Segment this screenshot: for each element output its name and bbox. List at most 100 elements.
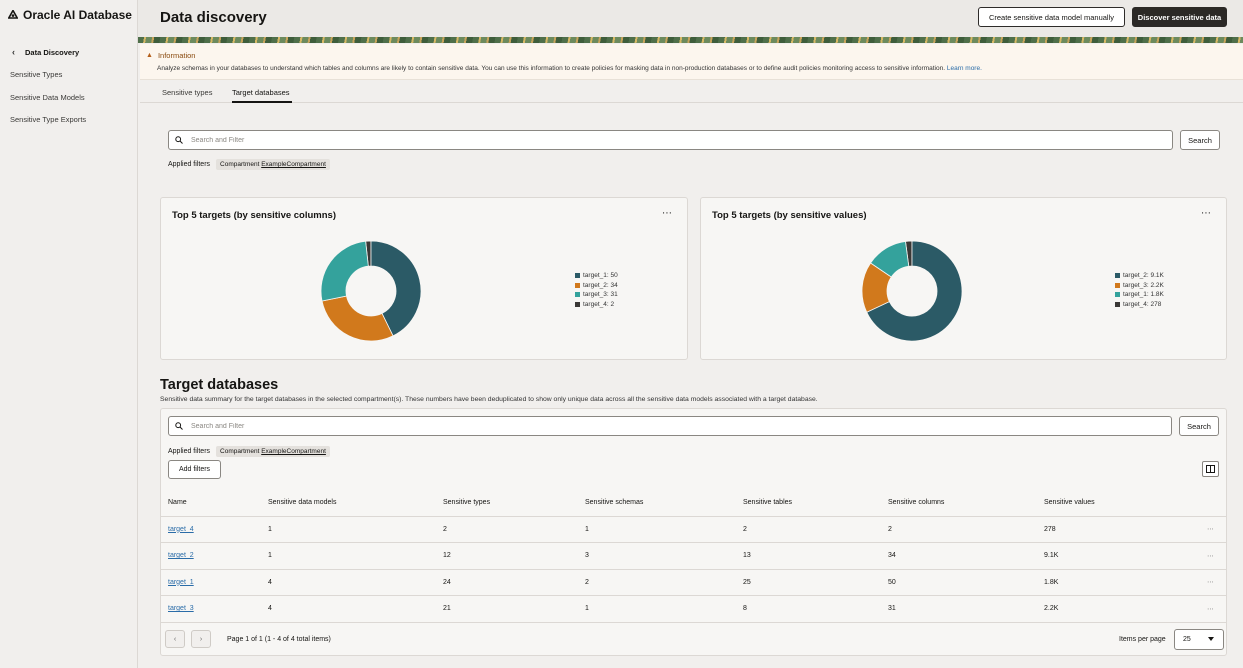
pagination-summary: Page 1 of 1 (1 - 4 of 4 total items) bbox=[227, 636, 331, 643]
donut-chart-sensitive-values bbox=[861, 240, 963, 342]
cell-sensitive-tables: 8 bbox=[735, 595, 880, 623]
header-decoration bbox=[138, 37, 1243, 43]
legend-item: target_4: 2 bbox=[575, 300, 618, 310]
legend-label: target_3: 31 bbox=[583, 291, 618, 299]
row-actions-icon[interactable]: ⋯ bbox=[1181, 569, 1227, 596]
manage-columns-button[interactable] bbox=[1202, 461, 1219, 477]
top-search-field[interactable] bbox=[168, 130, 1173, 150]
top-search-input[interactable] bbox=[191, 136, 1139, 144]
chart-card-sensitive-columns: Top 5 targets (by sensitive columns) ⋯ t… bbox=[160, 197, 688, 360]
columns-icon bbox=[1206, 465, 1215, 473]
compartment-filter-chip[interactable]: Compartment ExampleCompartment bbox=[216, 446, 330, 457]
legend-label: target_2: 34 bbox=[583, 281, 618, 289]
cell-sensitive-columns: 2 bbox=[880, 516, 1036, 543]
target-databases-description: Sensitive data summary for the target da… bbox=[160, 396, 818, 403]
legend-item: target_1: 50 bbox=[575, 271, 618, 281]
row-actions-icon[interactable]: ⋯ bbox=[1181, 516, 1227, 543]
page-header: Data discovery Create sensitive data mod… bbox=[138, 0, 1243, 38]
column-header-sensitive-schemas[interactable]: Sensitive schemas bbox=[577, 490, 735, 517]
donut-slice-target-3[interactable] bbox=[320, 240, 369, 302]
cell-sensitive-types: 2 bbox=[435, 516, 577, 543]
table-header-row: Name Sensitive data models Sensitive typ… bbox=[160, 490, 1227, 517]
chart-more-options-icon[interactable]: ⋯ bbox=[662, 208, 673, 219]
brand: Oracle AI Database bbox=[8, 8, 132, 22]
column-header-sensitive-types[interactable]: Sensitive types bbox=[435, 490, 577, 517]
applied-filters-label: Applied filters bbox=[168, 448, 211, 455]
target-name-link[interactable]: target_2 bbox=[160, 542, 260, 570]
column-header-sensitive-columns[interactable]: Sensitive columns bbox=[880, 490, 1036, 517]
chevron-left-icon: ‹ bbox=[12, 47, 15, 57]
add-filters-button[interactable]: Add filters bbox=[168, 460, 221, 479]
row-actions-icon[interactable]: ⋯ bbox=[1181, 595, 1227, 623]
table-row: target_2 1 12 3 13 34 9.1K ⋯ bbox=[160, 542, 1227, 570]
donut-slice-target-2[interactable] bbox=[866, 240, 963, 342]
chart-more-options-icon[interactable]: ⋯ bbox=[1201, 208, 1212, 219]
legend-label: target_3: 2.2K bbox=[1123, 281, 1164, 289]
tab-sensitive-types[interactable]: Sensitive types bbox=[162, 88, 213, 97]
donut-slice-target-2[interactable] bbox=[321, 295, 394, 342]
previous-page-button[interactable]: ‹ bbox=[165, 630, 185, 648]
table-search-input[interactable] bbox=[191, 422, 1138, 430]
column-header-name[interactable]: Name bbox=[160, 490, 260, 517]
table-row: target_4 1 2 1 2 2 278 ⋯ bbox=[160, 516, 1227, 543]
donut-slice-target-1[interactable] bbox=[870, 240, 910, 278]
table-applied-filters: Applied filters Compartment ExampleCompa… bbox=[168, 446, 330, 457]
target-databases-table: Name Sensitive data models Sensitive typ… bbox=[160, 490, 1227, 623]
table-row: target_3 4 21 1 8 31 2.2K ⋯ bbox=[160, 595, 1227, 623]
top-applied-filters: Applied filters Compartment ExampleCompa… bbox=[168, 159, 330, 170]
cell-sensitive-values: 1.8K bbox=[1036, 569, 1181, 596]
legend-swatch bbox=[1115, 282, 1120, 288]
chart-legend: target_1: 50 target_2: 34 target_3: 31 targ… bbox=[575, 271, 618, 309]
info-text: Analyze schemas in your databases to und… bbox=[157, 65, 982, 72]
legend-swatch bbox=[575, 282, 580, 288]
tab-target-databases[interactable]: Target databases bbox=[232, 88, 290, 97]
legend-item: target_3: 31 bbox=[575, 290, 618, 300]
cell-sensitive-tables: 2 bbox=[735, 516, 880, 543]
compartment-filter-chip[interactable]: Compartment ExampleCompartment bbox=[216, 159, 330, 170]
target-name-link[interactable]: target_1 bbox=[160, 569, 260, 596]
info-banner: ▲ Information Analyze schemas in your da… bbox=[140, 44, 1243, 80]
chevron-down-icon bbox=[1208, 637, 1214, 641]
chart-title: Top 5 targets (by sensitive values) bbox=[712, 210, 867, 221]
column-header-sensitive-values[interactable]: Sensitive values bbox=[1036, 490, 1181, 517]
cell-sensitive-columns: 34 bbox=[880, 542, 1036, 570]
chart-legend: target_2: 9.1K target_3: 2.2K target_1: 1.… bbox=[1115, 271, 1164, 309]
chart-title: Top 5 targets (by sensitive columns) bbox=[172, 210, 337, 221]
cell-sensitive-schemas: 1 bbox=[577, 595, 735, 623]
chip-key: Compartment bbox=[220, 448, 260, 455]
legend-item: target_4: 278 bbox=[1115, 300, 1164, 310]
column-header-actions bbox=[1181, 490, 1227, 517]
cell-sensitive-schemas: 2 bbox=[577, 569, 735, 596]
cell-sensitive-types: 24 bbox=[435, 569, 577, 596]
target-name-link[interactable]: target_4 bbox=[160, 516, 260, 543]
cell-sensitive-columns: 31 bbox=[880, 595, 1036, 623]
top-search-button[interactable]: Search bbox=[1180, 130, 1220, 150]
sidebar-item-sensitive-data-models[interactable]: Sensitive Data Models bbox=[10, 93, 85, 102]
cell-sensitive-data-models: 1 bbox=[260, 542, 435, 570]
tab-bar: Sensitive types Target databases bbox=[140, 81, 1243, 103]
learn-more-link[interactable]: Learn more. bbox=[946, 65, 982, 72]
back-to-data-discovery[interactable]: ‹ Data Discovery bbox=[12, 47, 79, 57]
chip-key: Compartment bbox=[220, 161, 260, 168]
target-name-link[interactable]: target_3 bbox=[160, 595, 260, 623]
items-per-page-value: 25 bbox=[1183, 636, 1191, 643]
table-search-button[interactable]: Search bbox=[1179, 416, 1219, 436]
back-label: Data Discovery bbox=[25, 47, 80, 57]
warning-icon: ▲ bbox=[146, 52, 153, 59]
create-sensitive-data-model-button[interactable]: Create sensitive data model manually bbox=[978, 7, 1125, 27]
discover-sensitive-data-button[interactable]: Discover sensitive data bbox=[1132, 7, 1227, 27]
cell-sensitive-schemas: 1 bbox=[577, 516, 735, 543]
column-header-sensitive-tables[interactable]: Sensitive tables bbox=[735, 490, 880, 517]
sidebar-item-sensitive-types[interactable]: Sensitive Types bbox=[10, 70, 63, 79]
row-actions-icon[interactable]: ⋯ bbox=[1181, 542, 1227, 570]
table-search-field[interactable] bbox=[168, 416, 1172, 436]
donut-slice-target-1[interactable] bbox=[370, 240, 422, 337]
cell-sensitive-columns: 50 bbox=[880, 569, 1036, 596]
legend-item: target_3: 2.2K bbox=[1115, 281, 1164, 291]
column-header-sensitive-data-models[interactable]: Sensitive data models bbox=[260, 490, 435, 517]
sidebar-item-sensitive-type-exports[interactable]: Sensitive Type Exports bbox=[10, 115, 87, 124]
next-page-button[interactable]: › bbox=[191, 630, 211, 648]
items-per-page-select[interactable]: 25 bbox=[1174, 629, 1224, 650]
chip-value: ExampleCompartment bbox=[261, 448, 326, 455]
legend-label: target_2: 9.1K bbox=[1123, 272, 1164, 280]
